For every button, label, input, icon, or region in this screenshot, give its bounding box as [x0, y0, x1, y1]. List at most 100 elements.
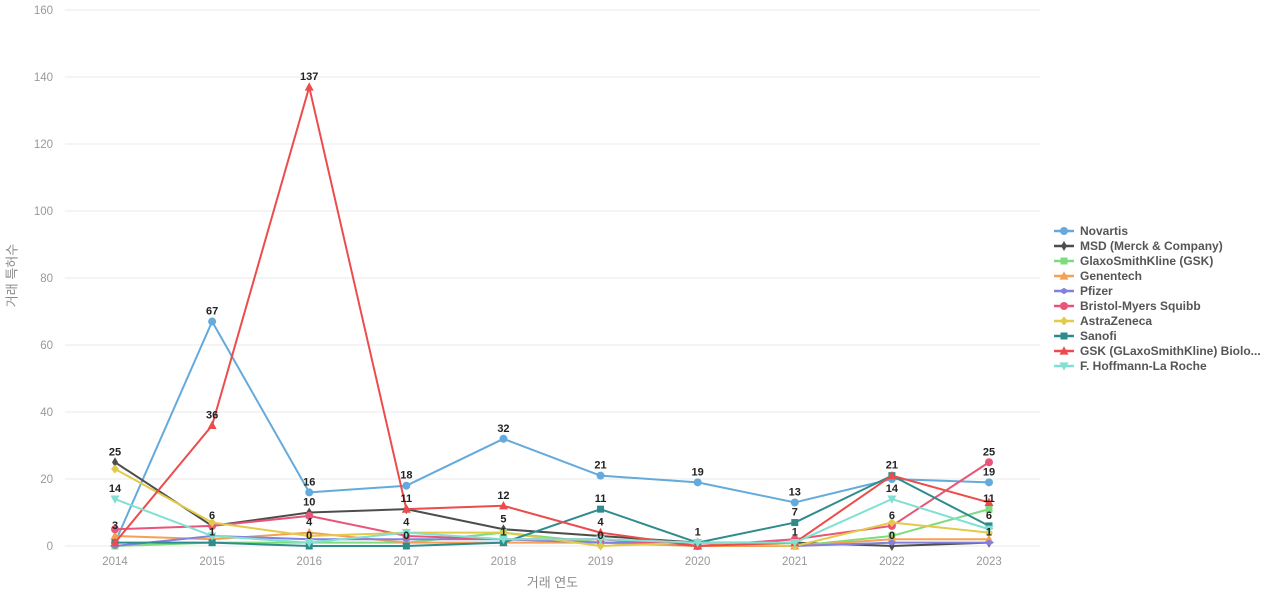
- data-point[interactable]: [984, 478, 993, 487]
- data-point[interactable]: [207, 532, 217, 541]
- point-value-label: 0: [306, 530, 312, 542]
- data-point[interactable]: [304, 539, 314, 548]
- legend-label: MSD (Merck & Company): [1080, 238, 1223, 253]
- legend-label: Genentech: [1080, 268, 1143, 283]
- legend-marker[interactable]: [1059, 270, 1069, 280]
- point-value-label: 19: [692, 466, 704, 478]
- data-point[interactable]: [790, 539, 800, 548]
- x-tick-label: 2018: [491, 556, 517, 568]
- legend-marker[interactable]: [1060, 316, 1068, 325]
- circle-legend-icon: [1054, 301, 1074, 310]
- data-point[interactable]: [110, 537, 120, 547]
- point-value-label: 13: [789, 486, 801, 498]
- point-value-label: 11: [401, 493, 413, 505]
- legend-label: Bristol-Myers Squibb: [1080, 298, 1201, 313]
- data-point[interactable]: [110, 495, 120, 504]
- point-value-label: 21: [886, 460, 898, 472]
- data-point[interactable]: [596, 535, 606, 545]
- point-value-label: 1: [986, 527, 992, 539]
- legend-label: AstraZeneca: [1080, 313, 1153, 328]
- data-point[interactable]: [110, 531, 120, 540]
- data-point[interactable]: [402, 481, 411, 490]
- data-point[interactable]: [111, 525, 119, 534]
- data-point[interactable]: [791, 519, 799, 527]
- data-point[interactable]: [498, 501, 508, 510]
- data-point[interactable]: [887, 470, 897, 480]
- data-point[interactable]: [596, 471, 605, 480]
- data-point[interactable]: [112, 457, 118, 468]
- data-point[interactable]: [790, 498, 799, 507]
- legend-marker[interactable]: [1061, 240, 1067, 251]
- point-value-label: 1: [209, 527, 215, 539]
- data-point[interactable]: [498, 535, 508, 545]
- data-point[interactable]: [983, 539, 994, 546]
- point-value-label: 6: [889, 510, 895, 522]
- data-point[interactable]: [693, 478, 702, 487]
- legend-item-gsk-glaxosmithkline-biolo-[interactable]: GSK (GLaxoSmithKline) Biolo...: [1053, 343, 1261, 358]
- legend-marker[interactable]: [1059, 345, 1069, 355]
- data-point[interactable]: [208, 317, 217, 326]
- data-point[interactable]: [984, 458, 993, 467]
- point-value-label: 14: [109, 483, 122, 495]
- legend-label: GlaxoSmithKline (GSK): [1080, 253, 1214, 268]
- data-point[interactable]: [402, 542, 410, 550]
- legend-label: GSK (GLaxoSmithKline) Biolo...: [1080, 343, 1261, 358]
- square-legend-icon: [1054, 332, 1074, 339]
- data-point[interactable]: [984, 525, 994, 535]
- point-value-label: 7: [792, 507, 798, 519]
- legend-item-novartis[interactable]: Novartis: [1053, 223, 1261, 238]
- data-point[interactable]: [596, 541, 605, 551]
- data-point[interactable]: [305, 531, 314, 541]
- point-value-label: 67: [206, 306, 218, 318]
- data-point[interactable]: [304, 82, 314, 91]
- data-point[interactable]: [693, 539, 703, 548]
- circle-legend-icon: [1054, 226, 1074, 235]
- legend-marker[interactable]: [1059, 287, 1069, 294]
- y-tick-label: 20: [40, 474, 53, 486]
- legend-item-astrazeneca[interactable]: AstraZeneca: [1053, 313, 1261, 328]
- data-point[interactable]: [886, 539, 897, 546]
- legend-item-f-hoffmann-la-roche[interactable]: F. Hoffmann-La Roche: [1053, 358, 1261, 373]
- legend-label: Novartis: [1080, 223, 1129, 238]
- point-value-label: 137: [300, 71, 318, 83]
- data-point[interactable]: [207, 420, 217, 429]
- x-tick-label: 2016: [296, 556, 322, 568]
- data-point[interactable]: [596, 527, 606, 537]
- legend-item-msd-merck-company-[interactable]: MSD (Merck & Company): [1053, 238, 1261, 253]
- data-point[interactable]: [111, 464, 119, 474]
- y-tick-label: 80: [40, 273, 53, 285]
- legend-marker[interactable]: [1060, 332, 1068, 339]
- data-point[interactable]: [985, 505, 993, 513]
- data-point[interactable]: [305, 488, 314, 497]
- data-point[interactable]: [208, 539, 216, 547]
- data-point[interactable]: [984, 534, 994, 543]
- legend-item-sanofi[interactable]: Sanofi: [1053, 328, 1261, 343]
- data-point[interactable]: [401, 529, 411, 538]
- data-point[interactable]: [499, 434, 508, 443]
- data-point[interactable]: [597, 505, 605, 513]
- data-point[interactable]: [305, 511, 314, 520]
- data-point[interactable]: [208, 518, 217, 528]
- square-legend-icon: [1054, 257, 1074, 264]
- legend-item-bristol-myers-squibb[interactable]: Bristol-Myers Squibb: [1053, 298, 1261, 313]
- legend-item-glaxosmithkline-gsk-[interactable]: GlaxoSmithKline (GSK): [1053, 253, 1261, 268]
- point-value-label: 1: [695, 527, 701, 539]
- series-line: [114, 468, 990, 547]
- legend-marker[interactable]: [1060, 226, 1068, 235]
- data-point[interactable]: [887, 518, 896, 528]
- data-point[interactable]: [401, 504, 411, 513]
- point-value-label: 12: [497, 490, 509, 502]
- legend-marker[interactable]: [1060, 301, 1068, 310]
- point-value-label: 11: [595, 493, 607, 505]
- point-value-label: 21: [594, 460, 606, 472]
- data-point[interactable]: [887, 495, 897, 504]
- data-point[interactable]: [984, 497, 994, 507]
- point-value-label: 4: [403, 517, 410, 529]
- data-point[interactable]: [887, 534, 897, 543]
- legend-item-pfizer[interactable]: Pfizer: [1053, 283, 1261, 298]
- point-value-label: 4: [306, 517, 313, 529]
- data-point[interactable]: [499, 528, 508, 538]
- legend-item-genentech[interactable]: Genentech: [1053, 268, 1261, 283]
- legend-marker[interactable]: [1059, 361, 1069, 371]
- legend-marker[interactable]: [1060, 257, 1068, 264]
